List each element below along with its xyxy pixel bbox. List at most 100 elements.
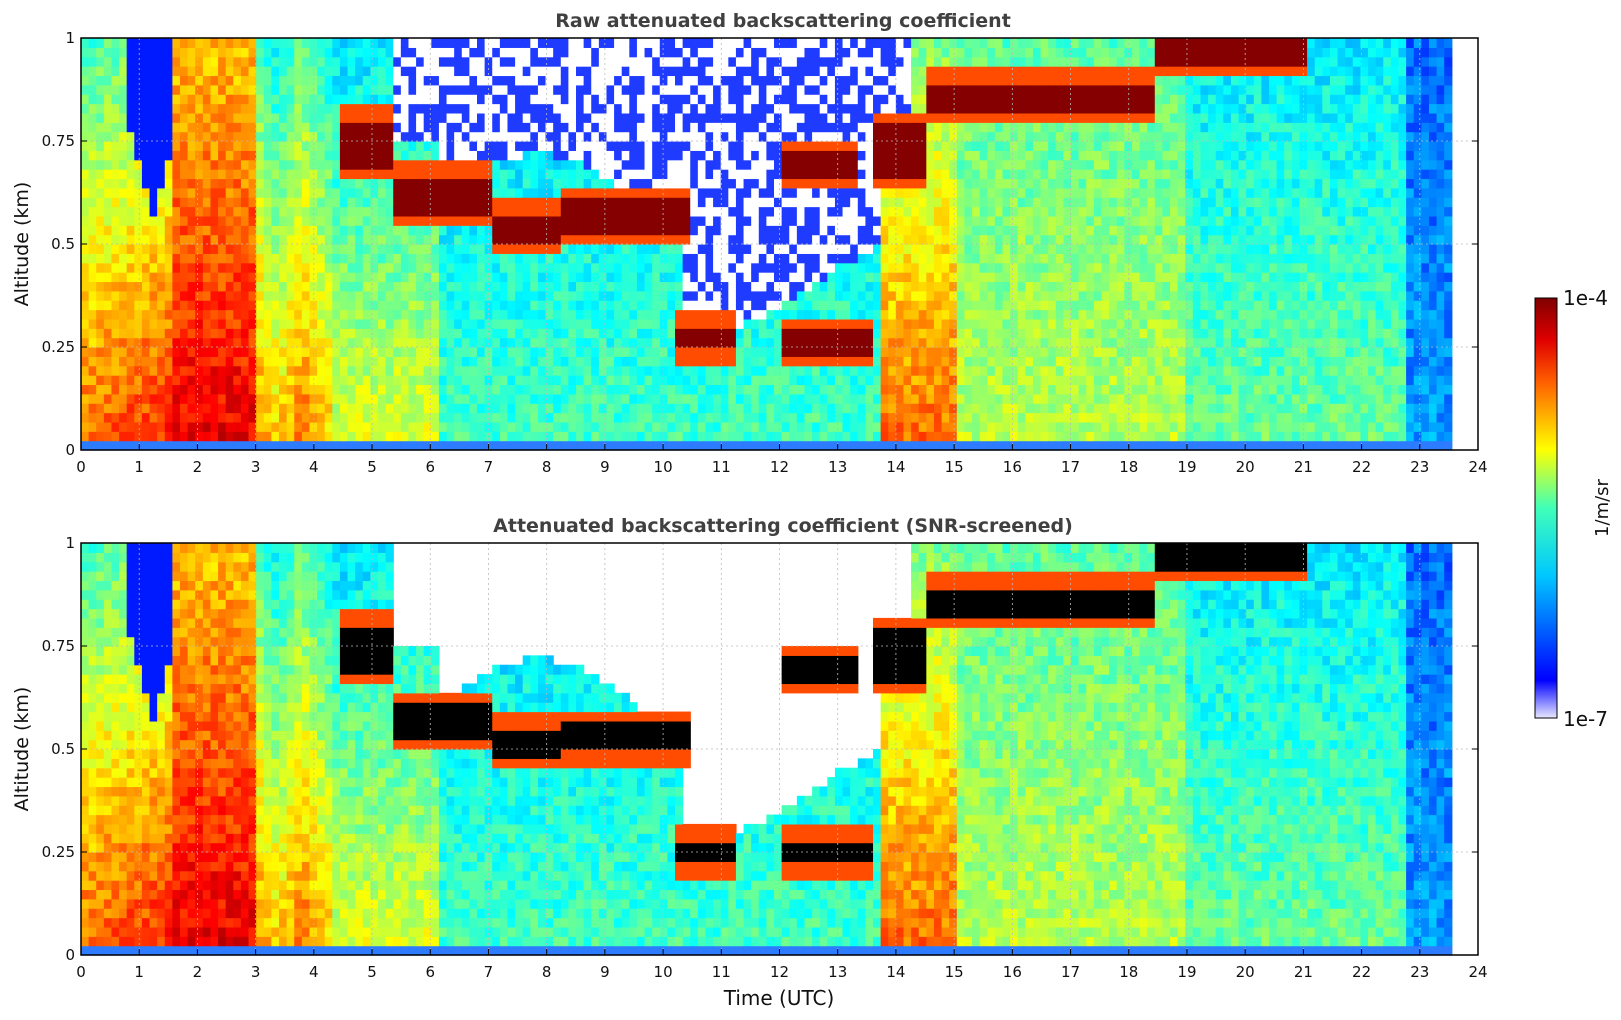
heatmap-cell — [141, 244, 151, 254]
heatmap-cell — [812, 38, 821, 48]
heatmap-cell — [103, 281, 113, 292]
heatmap-cell — [81, 131, 90, 142]
heatmap-cell — [339, 440, 349, 451]
heatmap-cell — [774, 84, 783, 95]
heatmap-cell — [629, 337, 638, 348]
heatmap-cell — [705, 318, 714, 329]
heatmap-cell — [469, 431, 478, 442]
heatmap-cell — [362, 169, 371, 180]
heatmap-cell — [408, 384, 417, 395]
heatmap-cell — [492, 272, 501, 283]
heatmap-cell — [735, 337, 745, 348]
heatmap-cell — [621, 122, 630, 133]
heatmap-cell — [720, 122, 729, 133]
heatmap-cell — [675, 75, 684, 86]
heatmap-cell — [933, 412, 943, 423]
heatmap-cell — [697, 141, 707, 151]
heatmap-cell — [446, 365, 455, 376]
heatmap-cell — [438, 84, 448, 95]
heatmap-cell — [172, 112, 181, 123]
heatmap-cell — [606, 94, 615, 105]
heatmap-cell — [324, 384, 333, 395]
heatmap-cell — [857, 290, 867, 301]
heatmap-cell — [636, 234, 646, 245]
heatmap-cell — [865, 356, 874, 367]
heatmap-cell — [202, 440, 212, 451]
heatmap-cell — [431, 131, 440, 142]
heatmap-cell — [317, 356, 326, 367]
heatmap-cell — [240, 84, 250, 95]
heatmap-cell — [438, 290, 448, 301]
heatmap-cell — [918, 187, 927, 198]
heatmap-cell — [606, 300, 615, 311]
heatmap-cell — [941, 244, 950, 254]
heatmap-cell — [423, 384, 432, 395]
heatmap-cell — [103, 38, 113, 48]
heatmap-cell — [537, 272, 547, 283]
heatmap-cell — [812, 421, 821, 432]
heatmap-cell — [888, 56, 897, 67]
heatmap-cell — [431, 300, 440, 311]
heatmap-cell — [362, 103, 371, 114]
heatmap-cell — [111, 253, 120, 264]
heatmap-cell — [339, 94, 349, 105]
heatmap-cell — [591, 337, 600, 348]
heatmap-cell — [180, 169, 189, 180]
heatmap-cell — [507, 421, 516, 432]
heatmap-cell — [233, 328, 242, 339]
heatmap-cell — [477, 244, 486, 254]
heatmap-cell — [317, 337, 326, 348]
heatmap-cell — [781, 431, 790, 442]
heatmap-cell — [713, 94, 722, 105]
heatmap-cell — [263, 112, 272, 123]
heatmap-cell — [675, 197, 684, 208]
heatmap-cell — [408, 150, 417, 161]
heatmap-cell — [408, 412, 417, 423]
heatmap-cell — [294, 47, 303, 58]
heatmap-cell — [119, 187, 128, 198]
heatmap-cell — [279, 141, 288, 151]
heatmap-cell — [758, 178, 768, 189]
heatmap-cell — [195, 187, 204, 198]
heatmap-cell — [537, 169, 547, 180]
heatmap-cell — [667, 215, 676, 226]
heatmap-cell — [385, 356, 394, 367]
heatmap-cell — [713, 421, 722, 432]
heatmap-cell — [256, 384, 265, 395]
heatmap-cell — [164, 281, 173, 292]
heatmap-cell — [926, 393, 935, 404]
heatmap-cell — [202, 122, 212, 133]
heatmap-cell — [751, 159, 760, 170]
heatmap-cell — [705, 187, 714, 198]
heatmap-cell — [644, 38, 653, 48]
heatmap-cell — [149, 103, 158, 114]
heatmap-cell — [576, 38, 585, 48]
heatmap-cell — [812, 328, 821, 339]
heatmap-cell — [522, 393, 531, 404]
heatmap-cell — [210, 141, 219, 151]
heatmap-cell — [903, 75, 912, 86]
heatmap-cell — [644, 272, 653, 283]
heatmap-cell — [408, 56, 417, 67]
heatmap-cell — [477, 150, 486, 161]
heatmap-cell — [446, 122, 455, 133]
heatmap-cell — [842, 253, 851, 264]
heatmap-cell — [576, 103, 585, 114]
heatmap-cell — [568, 150, 577, 161]
heatmap-cell — [606, 150, 615, 161]
heatmap-cell — [446, 431, 455, 442]
heatmap-cell — [834, 272, 844, 283]
heatmap-cell — [210, 47, 219, 58]
heatmap-cell — [461, 244, 470, 254]
heatmap-cell — [903, 131, 912, 142]
heatmap-cell — [659, 150, 668, 161]
heatmap-cell — [888, 318, 897, 329]
heatmap-cell — [126, 440, 135, 451]
heatmap-cell — [842, 431, 851, 442]
heatmap-cell — [157, 300, 166, 311]
heatmap-cell — [834, 38, 844, 48]
heatmap-cell — [690, 421, 699, 432]
heatmap-cell — [218, 365, 227, 376]
heatmap-cell — [210, 103, 219, 114]
heatmap-cell — [111, 281, 120, 292]
